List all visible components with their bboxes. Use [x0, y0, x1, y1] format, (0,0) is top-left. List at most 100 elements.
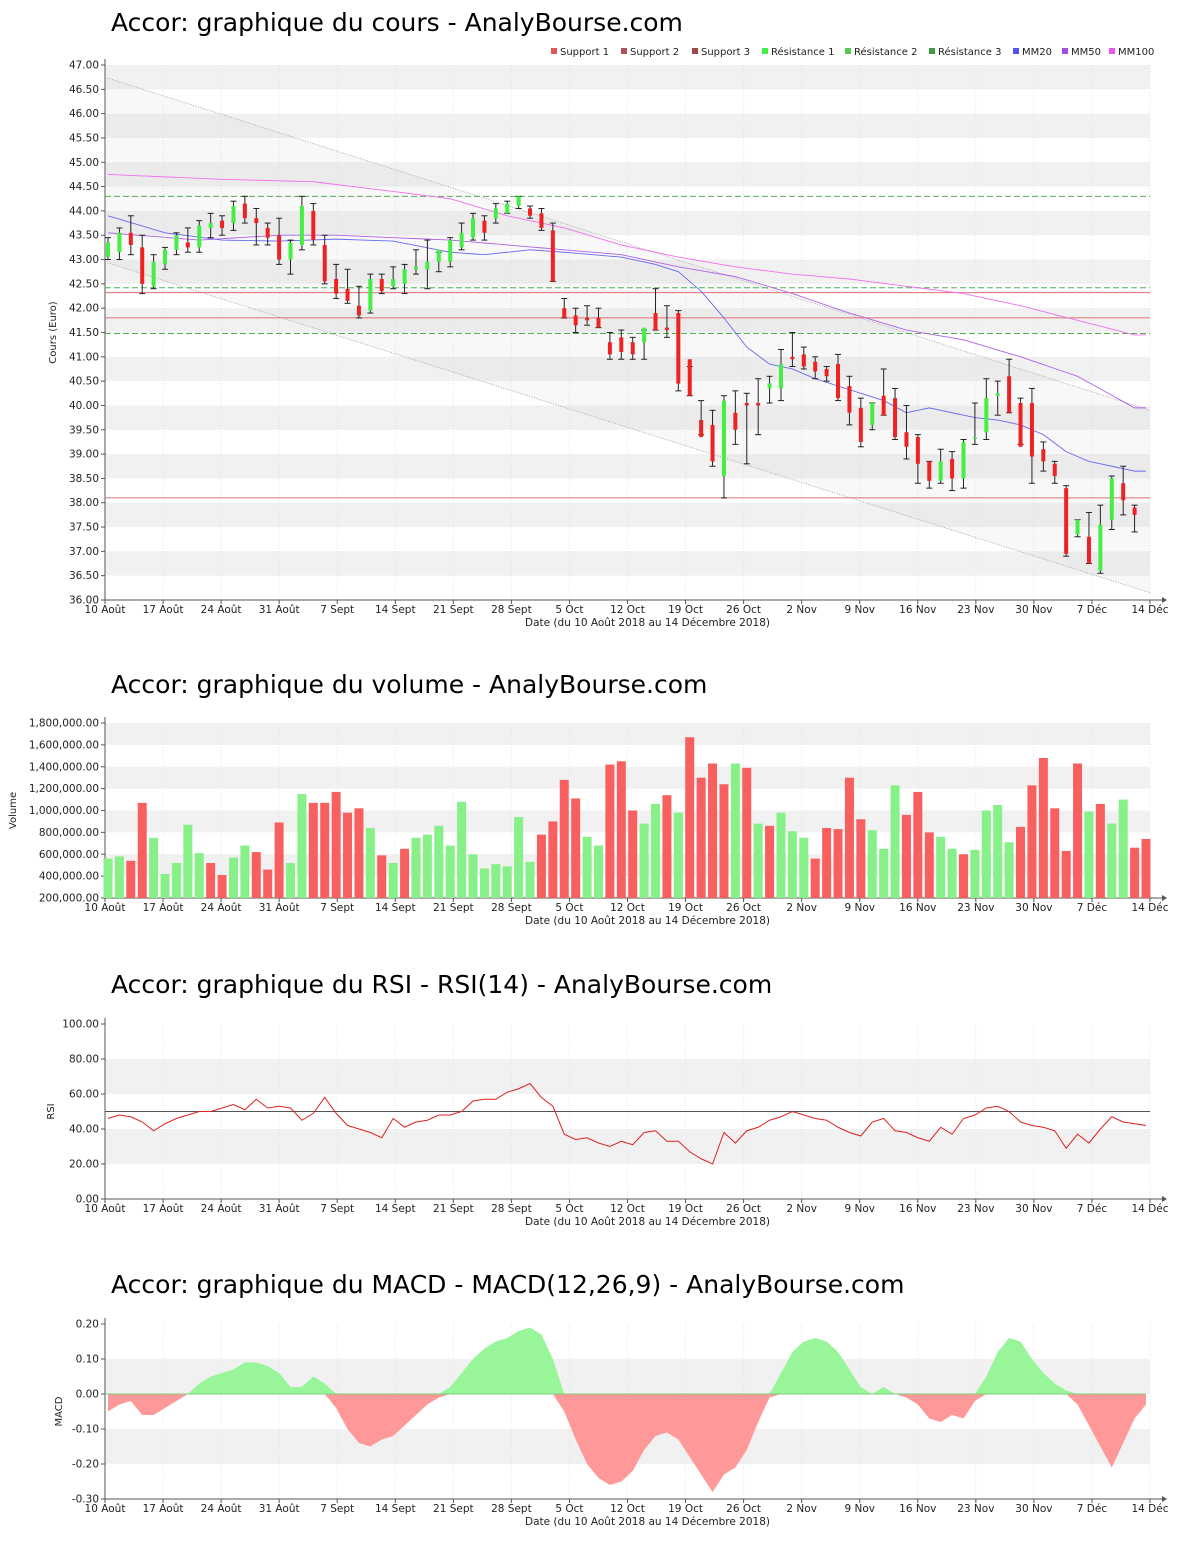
x-tick-label: 19 Oct — [668, 902, 703, 914]
x-tick-label: 7 Déc — [1077, 1203, 1108, 1215]
x-tick-label: 31 Août — [259, 902, 300, 914]
candle-body — [277, 235, 282, 260]
candle-body — [813, 361, 818, 372]
x-tick-label: 23 Nov — [957, 604, 994, 616]
x-tick-label: 2 Nov — [786, 1503, 817, 1515]
candle — [184, 227, 191, 253]
y-tick-label: 45.00 — [69, 157, 99, 169]
trend-channel — [105, 77, 1150, 593]
candle-body — [151, 261, 156, 287]
candle — [606, 332, 613, 360]
volume-bar — [719, 784, 729, 898]
volume-bar — [1118, 799, 1128, 898]
x-tick-label: 10 Août — [85, 1503, 126, 1515]
grid-band — [105, 723, 1150, 745]
volume-bar — [114, 856, 124, 898]
volume-bar — [468, 854, 478, 898]
candle — [515, 195, 522, 209]
candle-body — [334, 279, 339, 294]
candle-body — [311, 210, 316, 241]
candle — [1051, 460, 1058, 484]
y-tick-label: 80.00 — [69, 1054, 99, 1066]
x-tick-label: 14 Sept — [375, 1503, 416, 1515]
volume-bar — [228, 857, 238, 898]
y-tick-label: 38.50 — [69, 473, 99, 485]
candle — [675, 310, 682, 392]
volume-bar — [206, 863, 216, 898]
candle — [150, 254, 157, 290]
candle — [481, 215, 488, 241]
legend-swatch — [762, 48, 768, 54]
mm100-line — [107, 173, 1146, 336]
volume-bar — [559, 779, 569, 898]
x-tick-label: 16 Nov — [899, 604, 936, 616]
x-tick-label: 12 Oct — [610, 604, 645, 616]
volume-bar — [571, 798, 581, 898]
volume-bar — [833, 829, 843, 898]
x-tick-label: 7 Sept — [320, 902, 354, 914]
candle-body — [413, 266, 418, 270]
candle-body — [950, 458, 955, 479]
volume-bar — [1141, 838, 1151, 898]
candle — [321, 234, 328, 285]
candle-body — [961, 441, 966, 479]
candle-body — [733, 412, 738, 430]
y-tick-label: 40.00 — [69, 400, 99, 412]
volume-bar — [183, 824, 193, 898]
rsi-chart-panel: Accor: graphique du RSI - RSI(14) - Anal… — [0, 960, 1200, 1245]
x-tick-label: 19 Oct — [668, 604, 703, 616]
candle — [527, 205, 534, 219]
y-tick-label: 0.00 — [76, 1194, 99, 1206]
volume-bar — [548, 821, 558, 898]
candle — [538, 207, 545, 231]
candle — [458, 222, 465, 251]
x-tick-label: 7 Déc — [1077, 902, 1108, 914]
volume-chart-title: Accor: graphique du volume - AnalyBourse… — [111, 670, 708, 699]
volume-bar — [753, 823, 763, 898]
macd-chart: -0.30 -0.20 -0.10 0.00 0.10 0.20 MACD 10 Août 17… — [54, 1318, 1169, 1528]
x-tick-label: 2 Nov — [786, 902, 817, 914]
candle — [310, 203, 317, 246]
volume-bar — [297, 794, 307, 898]
y-tick-label: 39.50 — [69, 424, 99, 436]
volume-bar — [377, 855, 387, 898]
candle-body — [356, 305, 361, 316]
volume-bar — [1061, 850, 1071, 898]
candle — [561, 297, 568, 319]
candle — [869, 402, 876, 431]
candle-body — [562, 308, 567, 318]
volume-bar — [525, 861, 535, 898]
volume-bar — [776, 812, 786, 898]
candle-body — [836, 364, 841, 399]
candle-body — [995, 393, 1000, 396]
x-tick-label: 17 Août — [143, 604, 184, 616]
volume-bar — [662, 795, 672, 898]
legend-label: Résistance 1 — [771, 46, 834, 58]
candle — [686, 359, 693, 397]
candle-body — [402, 269, 407, 284]
candle-body — [870, 403, 875, 425]
candle — [595, 307, 602, 329]
volume-bar — [696, 777, 706, 898]
grid-band — [105, 810, 1150, 833]
x-tick-label: 28 Sept — [491, 1203, 532, 1215]
candle-body — [448, 240, 453, 262]
candle-body — [539, 213, 544, 228]
candle-body — [790, 356, 795, 360]
x-tick-label: 30 Nov — [1015, 902, 1052, 914]
volume-bar — [502, 866, 512, 898]
rsi-line — [107, 1082, 1147, 1165]
volume-bar — [879, 848, 889, 898]
y-tick-label: -0.10 — [72, 1424, 99, 1436]
y-tick-label: 800,000.00 — [39, 827, 99, 839]
candle — [230, 200, 237, 231]
volume-bar — [970, 849, 980, 898]
candle-body — [550, 230, 555, 282]
candle — [196, 220, 203, 253]
candle — [652, 288, 659, 331]
candle — [424, 239, 431, 290]
y-tick-label: 46.50 — [69, 84, 99, 96]
y-tick-label: 36.50 — [69, 570, 99, 582]
x-axis-label: Date (du 10 Août 2018 au 14 Décembre 201… — [525, 1516, 770, 1528]
candle-body — [322, 244, 327, 282]
